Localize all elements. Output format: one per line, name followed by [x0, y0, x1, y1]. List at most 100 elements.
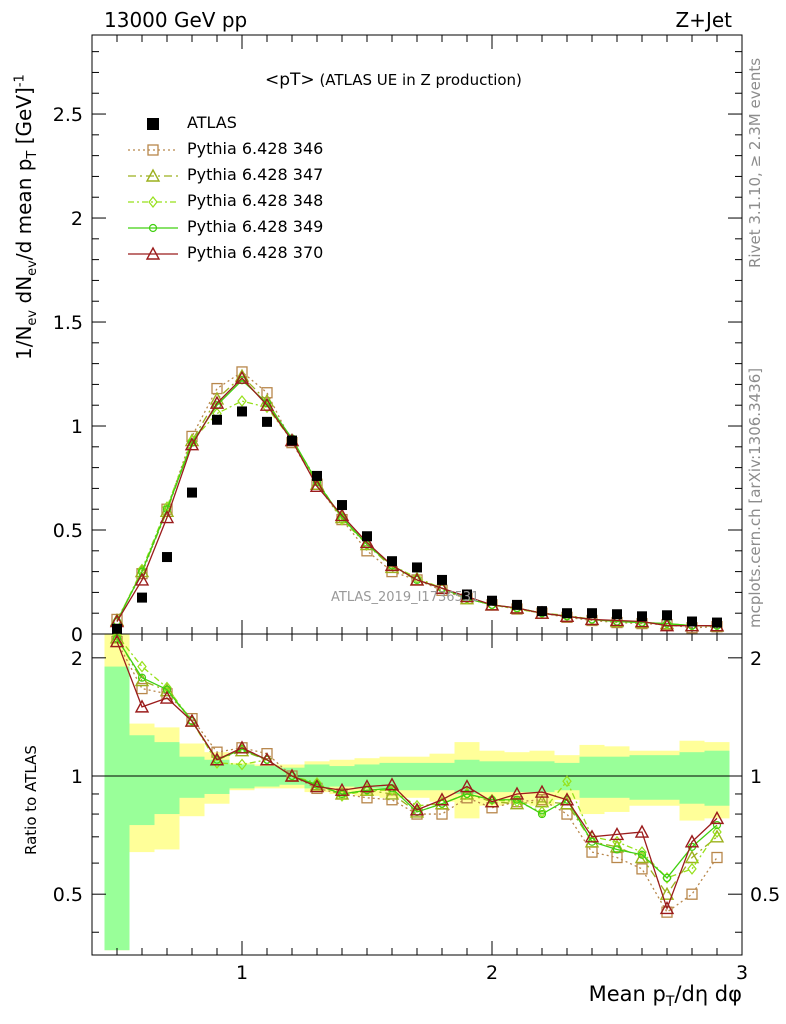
legend-label: Pythia 6.428 348 [187, 191, 324, 210]
energy-label: 13000 GeV pp [104, 8, 248, 32]
ratio-point-5 [459, 779, 475, 793]
ratio-point-5 [634, 824, 650, 838]
data-point [687, 616, 697, 627]
data-point [212, 414, 222, 425]
ratio-point-5 [409, 802, 425, 816]
chart-title-sub: (ATLAS UE in Z production) [314, 71, 522, 89]
ratio-point-5 [259, 752, 275, 766]
ratio-tick-label: 1 [71, 766, 83, 788]
ratio-point-5 [709, 810, 725, 825]
legend-label: Pythia 6.428 346 [187, 139, 324, 158]
ratio-point-5 [334, 782, 350, 796]
data-point [162, 552, 172, 563]
series-line-4 [116, 379, 717, 627]
series-point-1 [261, 387, 273, 399]
series-point-5 [359, 535, 375, 549]
ratio-tick-label-right: 2 [750, 648, 762, 670]
ratio-point-3 [562, 775, 572, 788]
series-point-5 [309, 478, 325, 493]
series-point-5 [259, 397, 275, 411]
series-point-5 [659, 618, 675, 632]
ratio-point-1 [686, 888, 698, 900]
ratio-point-3 [412, 799, 422, 812]
data-point [387, 556, 397, 567]
mc-series [109, 366, 725, 918]
stat-band-bin [179, 756, 205, 798]
ratio-point-5 [284, 768, 300, 782]
analysis-watermark: ATLAS_2019_I1736531 [331, 590, 480, 605]
y-tick-label: 1.5 [53, 312, 83, 334]
ratio-point-2 [684, 850, 700, 864]
ratio-point-1 [261, 748, 273, 760]
ratio-point-5 [359, 779, 375, 793]
legend-label: Pythia 6.428 370 [187, 243, 324, 262]
axis-ticks [92, 35, 743, 955]
ratio-point-4 [637, 850, 647, 859]
series-point-5 [609, 613, 625, 627]
stat-band-bin [579, 756, 605, 798]
ratio-point-5 [209, 752, 225, 766]
series-point-5 [409, 572, 425, 586]
legend-marker-1 [147, 144, 159, 156]
series-point-5 [234, 370, 250, 384]
ratio-point-3 [537, 805, 547, 818]
ratio-point-2 [609, 839, 625, 853]
ratio-point-3 [637, 846, 647, 859]
ratio-point-5 [184, 713, 200, 727]
y-tick-label: 0.5 [53, 520, 83, 542]
stat-band-bin [479, 761, 505, 793]
data-point [362, 531, 372, 542]
data-point [612, 609, 622, 620]
data-point [512, 599, 522, 610]
y-tick-label: 2.5 [53, 104, 83, 126]
legend-marker-5 [145, 246, 161, 260]
y-tick-label: 0 [71, 624, 83, 646]
uncertainty-bands [104, 634, 730, 951]
legend-label: ATLAS [187, 113, 237, 132]
ratio-tick-label: 2 [71, 648, 83, 670]
ratio-point-4 [612, 845, 622, 854]
ratio-point-2 [384, 786, 400, 800]
ratio-point-4 [512, 795, 522, 804]
data-point [262, 416, 272, 427]
ratio-tick-label-right: 1 [750, 766, 762, 788]
data-point [537, 606, 547, 617]
ratio-point-4 [462, 789, 472, 799]
ratio-point-1 [361, 792, 373, 804]
y-axis-label: 1/Nev dNev/d mean pT [GeV]-1 [12, 74, 40, 360]
y-tick-label: 2 [71, 208, 83, 230]
ratio-point-5 [234, 740, 250, 754]
rivet-version-label: Rivet 3.1.10, ≥ 2.3M events [746, 57, 764, 268]
ratio-point-4 [712, 820, 722, 830]
stat-band-bin [204, 759, 230, 794]
ratio-point-5 [584, 829, 600, 843]
stat-band-bin [129, 735, 155, 826]
legend-label: Pythia 6.428 349 [187, 217, 324, 236]
ratio-point-1 [586, 846, 598, 858]
ratio-point-5 [159, 690, 175, 704]
series-point-1 [361, 545, 373, 557]
mcplots-reference-label: mcplots.cern.ch [arXiv:1306.3436] [746, 367, 764, 628]
series-point-5 [584, 611, 600, 626]
stat-band-bin [629, 755, 655, 800]
series-point-5 [134, 572, 150, 586]
stat-band-bin [404, 762, 430, 791]
ratio-point-5 [534, 784, 550, 798]
ratio-point-1 [136, 682, 148, 695]
ratio-point-2 [709, 829, 725, 843]
ratio-point-1 [561, 808, 573, 820]
stat-band-bin [154, 742, 180, 815]
ratio-point-4 [137, 673, 147, 682]
ratio-point-3 [112, 629, 122, 642]
data-point [587, 608, 597, 619]
ratio-point-1 [636, 863, 648, 875]
x-axis-label: Mean pT/dη dφ [588, 982, 742, 1011]
x-tick-label: 3 [736, 962, 748, 984]
legend-marker-3 [148, 196, 158, 208]
ratio-point-3 [687, 862, 697, 875]
ratio-tick-label: 0.5 [53, 884, 83, 906]
series-point-5 [434, 580, 450, 594]
x-tick-label: 2 [486, 962, 498, 984]
series-point-5 [209, 395, 225, 409]
